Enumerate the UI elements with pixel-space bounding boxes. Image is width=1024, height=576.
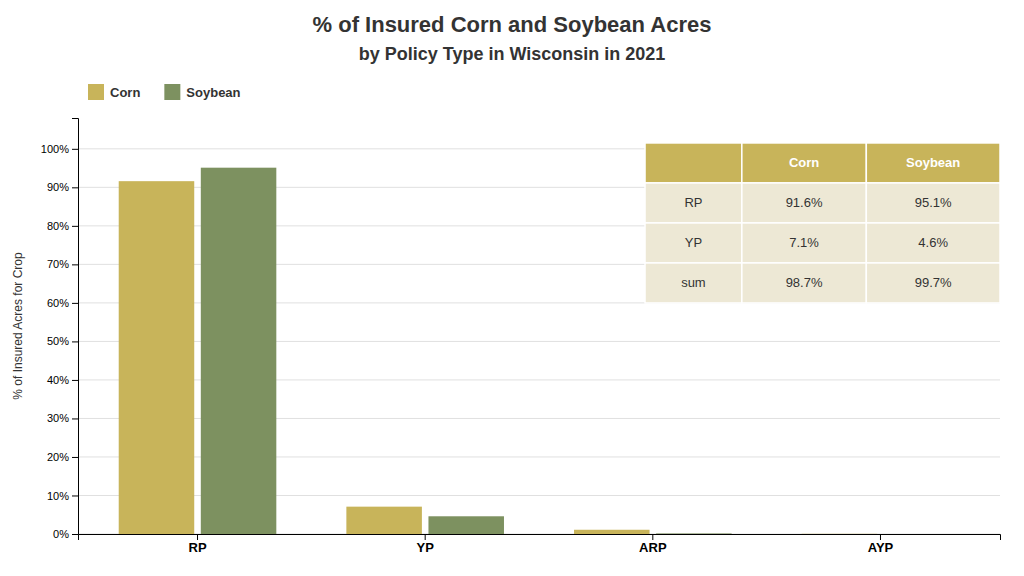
legend-swatch <box>88 84 104 100</box>
y-tick-mark <box>72 457 78 458</box>
x-tick-label: YP <box>417 540 435 555</box>
y-tick-mark <box>72 495 78 496</box>
chart: % of Insured Corn and Soybean Acres by Po… <box>0 0 1024 576</box>
x-tick: ARP <box>639 534 667 555</box>
x-tick-label: RP <box>188 540 206 555</box>
x-tick-label: AYP <box>868 540 894 555</box>
bar <box>346 507 422 534</box>
table-value: 4.6% <box>918 235 948 250</box>
table-value: 99.7% <box>915 275 952 290</box>
table-value: 95.1% <box>915 195 952 210</box>
legend-swatch <box>164 84 180 100</box>
bar <box>428 516 504 534</box>
legend-label: Corn <box>110 85 140 100</box>
x-tick: AYP <box>868 534 894 555</box>
y-tick-label: 80% <box>47 220 69 232</box>
y-tick-label: 90% <box>47 181 69 193</box>
y-tick-mark <box>72 264 78 265</box>
x-tick-mark <box>197 534 198 540</box>
y-tick-mark <box>72 187 78 188</box>
table-cell <box>645 223 742 263</box>
y-tick-mark <box>72 226 78 227</box>
y-tick-label: 20% <box>47 451 69 463</box>
y-tick-label: 40% <box>47 374 69 386</box>
table-header-cell <box>645 143 742 183</box>
y-tick: 90% <box>47 181 78 193</box>
x-axis: RP YP ARP AYP <box>79 534 1001 555</box>
bar <box>119 181 195 534</box>
y-tick: 60% <box>47 297 78 309</box>
x-tick-mark <box>652 534 653 540</box>
table-header-cell <box>866 143 1000 183</box>
legend-label: Soybean <box>186 85 240 100</box>
table-header: Soybean <box>906 155 960 170</box>
x-tick: YP <box>417 534 435 555</box>
table: Corn Soybean RP 91.6% 95.1% YP 7.1% 4.6% sum 98.7… <box>645 143 1000 303</box>
y-tick: 20% <box>47 451 78 463</box>
y-tick-label: 10% <box>47 490 69 502</box>
table-cell <box>645 263 742 303</box>
x-axis-line <box>79 535 1001 541</box>
title: % of Insured Corn and Soybean Acres <box>313 12 712 37</box>
y-tick: 70% <box>47 258 78 270</box>
legend-item: Corn <box>88 84 140 100</box>
table-cell <box>742 263 866 303</box>
y-tick: 0% <box>53 528 78 540</box>
bar <box>884 534 960 535</box>
table-header: Corn <box>789 155 819 170</box>
table-cell <box>866 183 1000 223</box>
legend-item: Soybean <box>164 84 240 100</box>
bars <box>119 168 877 534</box>
y-tick-label: 30% <box>47 412 69 424</box>
y-tick-label: 60% <box>47 297 69 309</box>
y-tick-mark <box>72 303 78 304</box>
x-tick-label: ARP <box>639 540 667 555</box>
y-tick: 50% <box>47 335 78 347</box>
y-tick-label: 100% <box>41 143 69 155</box>
y-tick-mark <box>72 534 78 535</box>
table-row-label: sum <box>681 275 706 290</box>
plot: 0% 10% 20% 30% 40% 50% 60% 70% 80% 90% 100% RP YP ARP… <box>41 119 1001 556</box>
legend: Corn Soybean <box>88 84 241 100</box>
y-tick-mark <box>72 418 78 419</box>
y-tick-mark <box>72 149 78 150</box>
table-header-cell <box>742 143 866 183</box>
subtitle: by Policy Type in Wisconsin in 2021 <box>359 44 666 64</box>
x-tick-mark <box>880 534 881 540</box>
table-value: 7.1% <box>789 235 819 250</box>
table-cell <box>742 183 866 223</box>
bar <box>656 533 732 534</box>
y-axis-line <box>72 119 79 535</box>
table-value: 91.6% <box>786 195 823 210</box>
y-axis: 0% 10% 20% 30% 40% 50% 60% 70% 80% 90% 100% <box>41 119 79 541</box>
table-cell <box>645 183 742 223</box>
bar <box>574 530 650 534</box>
y-tick: 40% <box>47 374 78 386</box>
y-tick: 10% <box>47 490 78 502</box>
table-cell <box>866 263 1000 303</box>
grid <box>78 149 1000 534</box>
table-cell <box>866 223 1000 263</box>
y-tick-label: 70% <box>47 258 69 270</box>
y-tick: 100% <box>41 143 78 155</box>
bar <box>201 168 277 534</box>
y-tick-mark <box>72 341 78 342</box>
y-tick-label: 0% <box>53 528 69 540</box>
table-row-label: RP <box>684 195 702 210</box>
y-tick: 80% <box>47 220 78 232</box>
table-row-label: YP <box>685 235 702 250</box>
y-tick-label: 50% <box>47 335 69 347</box>
y-axis-title: % of Insured Acres for Crop <box>11 252 25 400</box>
x-tick: RP <box>188 534 206 555</box>
bar <box>802 533 878 534</box>
y-tick: 30% <box>47 412 78 424</box>
table-value: 98.7% <box>786 275 823 290</box>
y-tick-mark <box>72 380 78 381</box>
table-cell <box>742 223 866 263</box>
x-tick-mark <box>425 534 426 540</box>
